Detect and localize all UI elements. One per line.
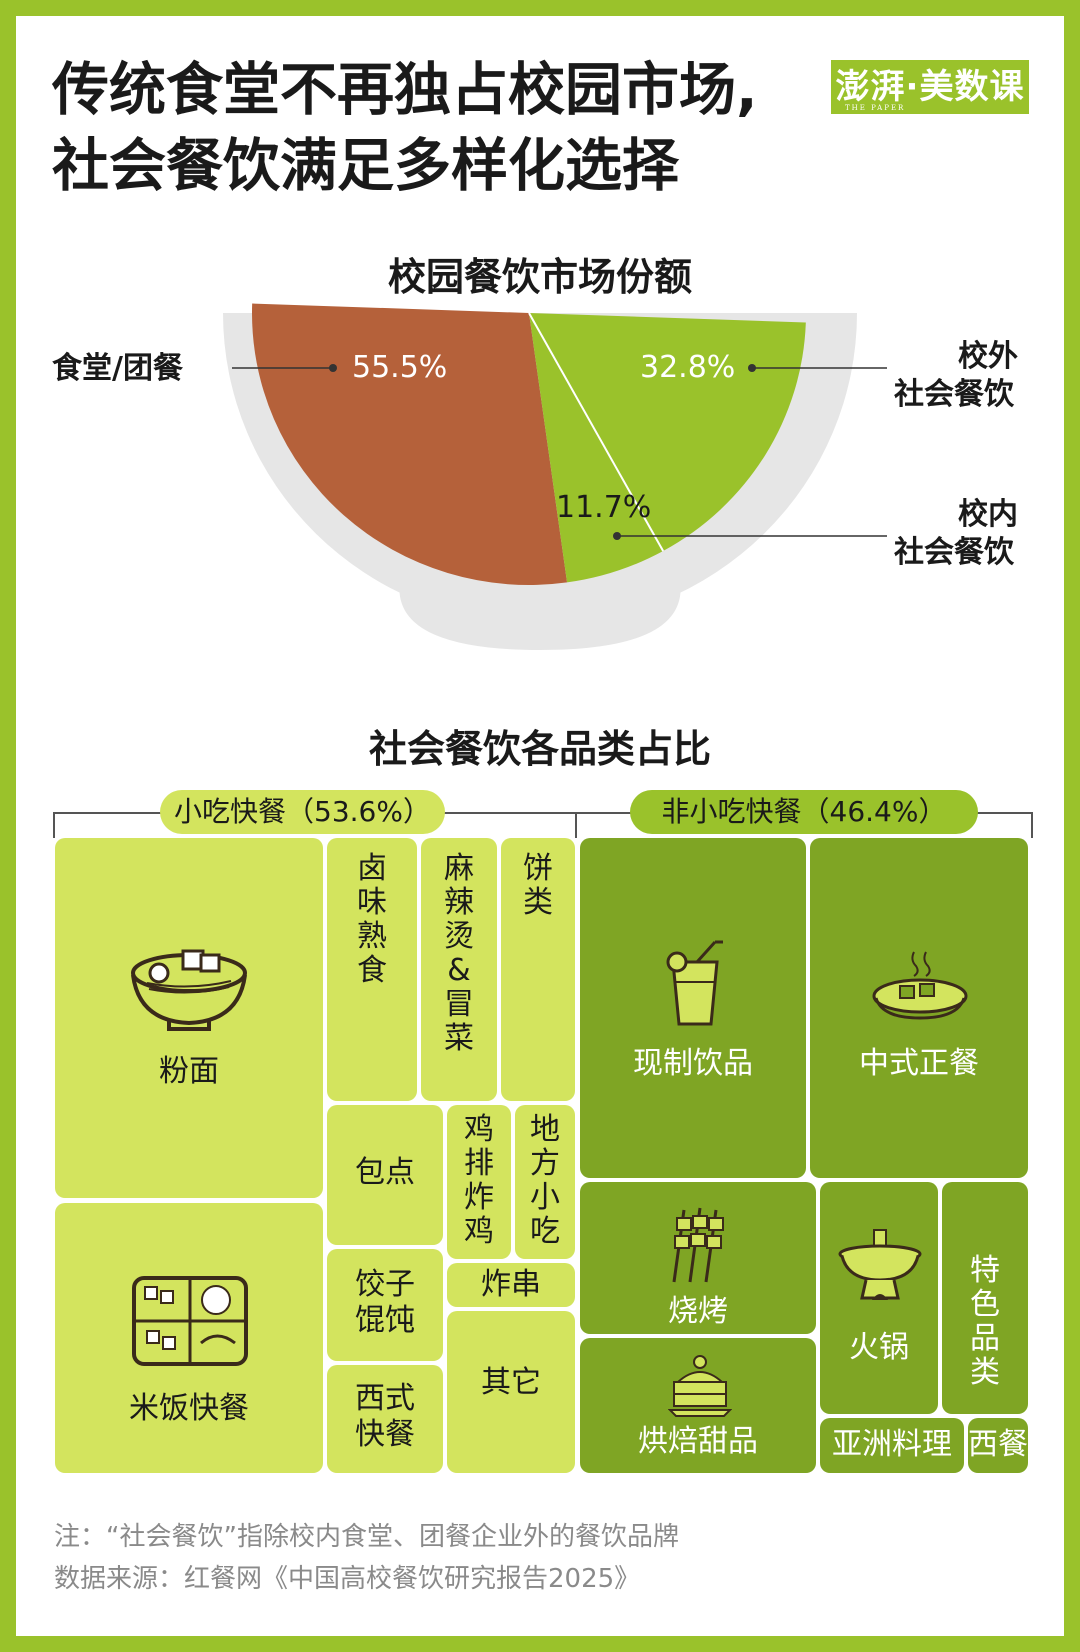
tile-tese: 特色品类 bbox=[942, 1182, 1028, 1414]
title-line-1: 传统食堂不再独占校园市场, bbox=[52, 57, 758, 123]
pie-chart bbox=[223, 303, 887, 650]
tile-label-jipai: 鸡排炸鸡 bbox=[464, 1112, 494, 1249]
noodle-bowl-icon bbox=[131, 949, 247, 1031]
tile-huoguo: 火锅 bbox=[820, 1182, 938, 1414]
footer-note: 注：“社会餐饮”指除校内食堂、团餐企业外的餐饮品牌 bbox=[54, 1522, 679, 1552]
tile-label-xican: 西餐 bbox=[968, 1427, 1028, 1462]
tile-xishi: 西式 快餐 bbox=[327, 1365, 443, 1473]
pie-value-outside: 32.8% bbox=[640, 350, 736, 385]
tile-label-yazhou: 亚洲料理 bbox=[832, 1427, 952, 1462]
page-title: 传统食堂不再独占校园市场, 社会餐饮满足多样化选择 bbox=[52, 52, 758, 204]
tile-xican: 西餐 bbox=[968, 1418, 1028, 1473]
leader-dot-outside bbox=[748, 364, 756, 372]
tile-label-mifan: 米饭快餐 bbox=[129, 1391, 249, 1426]
tile-zhongshi: 中式正餐 bbox=[810, 838, 1028, 1178]
tile-label-fenmian: 粉面 bbox=[159, 1054, 219, 1089]
tile-fenmian: 粉面 bbox=[55, 838, 323, 1198]
leader-dot-canteen bbox=[329, 364, 337, 372]
pie-slices bbox=[252, 303, 806, 585]
tile-label-difang: 地方小吃 bbox=[530, 1112, 560, 1249]
tile-mifan: 米饭快餐 bbox=[55, 1203, 323, 1473]
tile-label-baodian: 包点 bbox=[355, 1155, 415, 1190]
tile-zhachuan: 炸串 bbox=[447, 1263, 575, 1307]
hotpot-icon bbox=[838, 1229, 922, 1300]
pie-slice-canteen bbox=[252, 303, 568, 585]
pie-slice-inside bbox=[529, 313, 664, 583]
pie-slice-outside bbox=[529, 313, 806, 551]
pie-label-outside-1: 校外 bbox=[958, 339, 1018, 374]
tile-label-luwei: 卤味熟食 bbox=[357, 851, 387, 988]
pie-label-canteen: 食堂/团餐 bbox=[52, 351, 183, 386]
pie-value-inside: 11.7% bbox=[556, 490, 652, 525]
tile-label-jiaozi-2: 馄饨 bbox=[355, 1303, 415, 1338]
dish-icon bbox=[872, 951, 968, 1020]
tile-xianzhi: 现制饮品 bbox=[580, 838, 806, 1178]
title-line-2: 社会餐饮满足多样化选择 bbox=[52, 133, 679, 199]
tile-label-hongbei: 烘焙甜品 bbox=[638, 1424, 758, 1459]
tile-jiaozi: 饺子 馄饨 bbox=[327, 1249, 443, 1361]
pie-chart-title: 校园餐饮市场份额 bbox=[387, 255, 692, 299]
tile-label-shaokao: 烧烤 bbox=[668, 1294, 728, 1329]
tile-label-jiaozi-1: 饺子 bbox=[355, 1267, 415, 1302]
tile-baodian: 包点 bbox=[327, 1105, 443, 1245]
group-label-snack: 小吃快餐（53.6%） bbox=[160, 790, 445, 834]
pie-label-outside-2: 社会餐饮 bbox=[894, 377, 1014, 412]
footer-source: 数据来源：红餐网《中国高校餐饮研究报告2025》 bbox=[54, 1564, 641, 1594]
tile-label-tese: 特色品类 bbox=[970, 1253, 1000, 1390]
tile-difang: 地方小吃 bbox=[515, 1105, 575, 1259]
treemap-title: 社会餐饮各品类占比 bbox=[368, 727, 711, 771]
tile-jipai: 鸡排炸鸡 bbox=[447, 1105, 511, 1259]
group-label-nonsnack: 非小吃快餐（46.4%） bbox=[630, 790, 978, 834]
tile-qita: 其它 bbox=[447, 1311, 575, 1473]
brand-logo: 澎湃·美数课 bbox=[831, 60, 1029, 114]
tile-label-zhachuan: 炸串 bbox=[481, 1267, 541, 1302]
leader-dot-inside bbox=[613, 532, 621, 540]
tile-label-zhongshi: 中式正餐 bbox=[859, 1046, 979, 1081]
skewer-icon bbox=[672, 1207, 724, 1283]
pie-slice-divider bbox=[528, 312, 664, 552]
drink-cup-icon bbox=[666, 940, 723, 1026]
brand-logo-sub: THE PAPER bbox=[845, 104, 906, 112]
cake-icon bbox=[668, 1355, 732, 1417]
tile-label-xianzhi: 现制饮品 bbox=[633, 1046, 753, 1081]
tile-malatang: 麻辣烫&冒菜 bbox=[421, 838, 497, 1101]
tile-shaokao: 烧烤 bbox=[580, 1182, 816, 1334]
pie-label-inside-2: 社会餐饮 bbox=[894, 535, 1014, 570]
tile-hongbei: 烘焙甜品 bbox=[580, 1338, 816, 1473]
pie-label-inside-1: 校内 bbox=[958, 497, 1018, 532]
tile-label-xishi-1: 西式 bbox=[355, 1381, 415, 1416]
tile-label-huoguo: 火锅 bbox=[849, 1330, 909, 1365]
rice-box-icon bbox=[132, 1276, 248, 1366]
tile-binglei: 饼类 bbox=[501, 838, 575, 1101]
pie-value-canteen: 55.5% bbox=[352, 350, 448, 385]
tile-yazhou: 亚洲料理 bbox=[820, 1418, 964, 1473]
tile-label-qita: 其它 bbox=[481, 1365, 541, 1400]
tile-label-binglei: 饼类 bbox=[523, 851, 553, 920]
tile-luwei: 卤味熟食 bbox=[327, 838, 417, 1101]
tile-label-xishi-2: 快餐 bbox=[355, 1417, 415, 1452]
tile-label-malatang: 麻辣烫&冒菜 bbox=[444, 851, 474, 1056]
